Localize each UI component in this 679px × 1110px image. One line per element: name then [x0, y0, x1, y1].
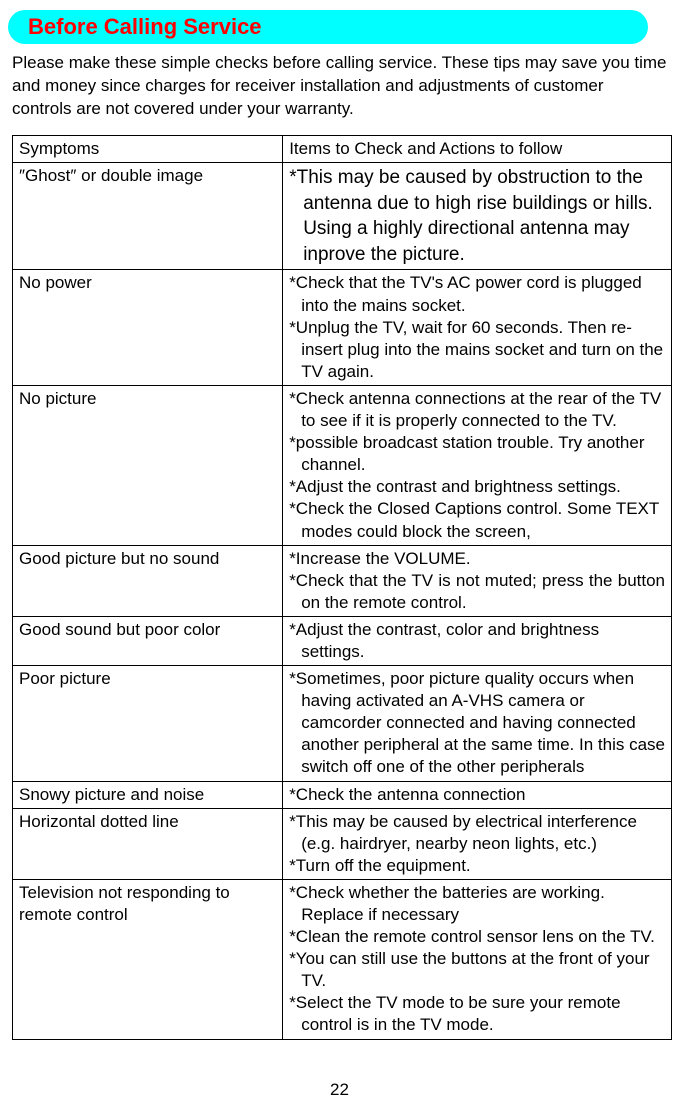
action-text: *Check whether the batteries are working… — [289, 882, 665, 926]
symptom-cell: Good picture but no sound — [13, 545, 283, 616]
action-text: *Adjust the contrast, color and brightne… — [289, 619, 665, 663]
table-row: ″Ghost″ or double image*This may be caus… — [13, 162, 672, 270]
action-text: *possible broadcast station trouble. Try… — [289, 432, 665, 476]
action-cell: *Increase the VOLUME.*Check that the TV … — [283, 545, 672, 616]
action-cell: *Sometimes, poor picture quality occurs … — [283, 666, 672, 781]
section-title: Before Calling Service — [28, 14, 262, 39]
action-text: *Check that the TV's AC power cord is pl… — [289, 272, 665, 316]
action-cell: *Check whether the batteries are working… — [283, 879, 672, 1039]
header-symptoms: Symptoms — [13, 135, 283, 162]
table-row: Good sound but poor color*Adjust the con… — [13, 616, 672, 665]
table-row: Poor picture*Sometimes, poor picture qua… — [13, 666, 672, 781]
table-row: Television not responding to remote cont… — [13, 879, 672, 1039]
table-row: No picture*Check antenna connections at … — [13, 385, 672, 545]
table-row: Horizontal dotted line*This may be cause… — [13, 808, 672, 879]
table-row: No power*Check that the TV's AC power co… — [13, 270, 672, 385]
symptom-cell: Good sound but poor color — [13, 616, 283, 665]
symptom-cell: Poor picture — [13, 666, 283, 781]
action-text: *Check the Closed Captions control. Some… — [289, 498, 665, 542]
action-text: *This may be caused by electrical interf… — [289, 811, 665, 855]
action-text: *You can still use the buttons at the fr… — [289, 948, 665, 992]
table-row: Snowy picture and noise *Check the antenn… — [13, 781, 672, 808]
symptom-cell: ″Ghost″ or double image — [13, 162, 283, 270]
table-row: Good picture but no sound*Increase the V… — [13, 545, 672, 616]
action-text: *Turn off the equipment. — [289, 855, 665, 877]
action-cell: *Check the antenna connection — [283, 781, 672, 808]
action-cell: *Check that the TV's AC power cord is pl… — [283, 270, 672, 385]
troubleshooting-table: Symptoms Items to Check and Actions to f… — [12, 135, 672, 1040]
action-text: *Sometimes, poor picture quality occurs … — [289, 668, 665, 778]
action-text: *This may be caused by obstruction to th… — [289, 165, 665, 268]
action-text: *Clean the remote control sensor lens on… — [289, 926, 665, 948]
action-text: *Check that the TV is not muted; press t… — [289, 570, 665, 614]
table-header-row: Symptoms Items to Check and Actions to f… — [13, 135, 672, 162]
symptom-cell: Snowy picture and noise — [13, 781, 283, 808]
action-text: *Increase the VOLUME. — [289, 548, 665, 570]
action-cell: *This may be caused by obstruction to th… — [283, 162, 672, 270]
symptom-cell: Television not responding to remote cont… — [13, 879, 283, 1039]
action-cell: *This may be caused by electrical interf… — [283, 808, 672, 879]
intro-paragraph: Please make these simple checks before c… — [8, 52, 671, 121]
action-text: *Check the antenna connection — [289, 784, 665, 806]
header-actions: Items to Check and Actions to follow — [283, 135, 672, 162]
symptom-cell: No picture — [13, 385, 283, 545]
action-text: *Select the TV mode to be sure your remo… — [289, 992, 665, 1036]
symptom-cell: No power — [13, 270, 283, 385]
section-header: Before Calling Service — [8, 10, 648, 44]
action-text: *Unplug the TV, wait for 60 seconds. The… — [289, 317, 665, 383]
action-cell: *Adjust the contrast, color and brightne… — [283, 616, 672, 665]
symptom-cell: Horizontal dotted line — [13, 808, 283, 879]
action-cell: *Check antenna connections at the rear o… — [283, 385, 672, 545]
action-text: *Check antenna connections at the rear o… — [289, 388, 665, 432]
action-text: *Adjust the contrast and brightness sett… — [289, 476, 665, 498]
